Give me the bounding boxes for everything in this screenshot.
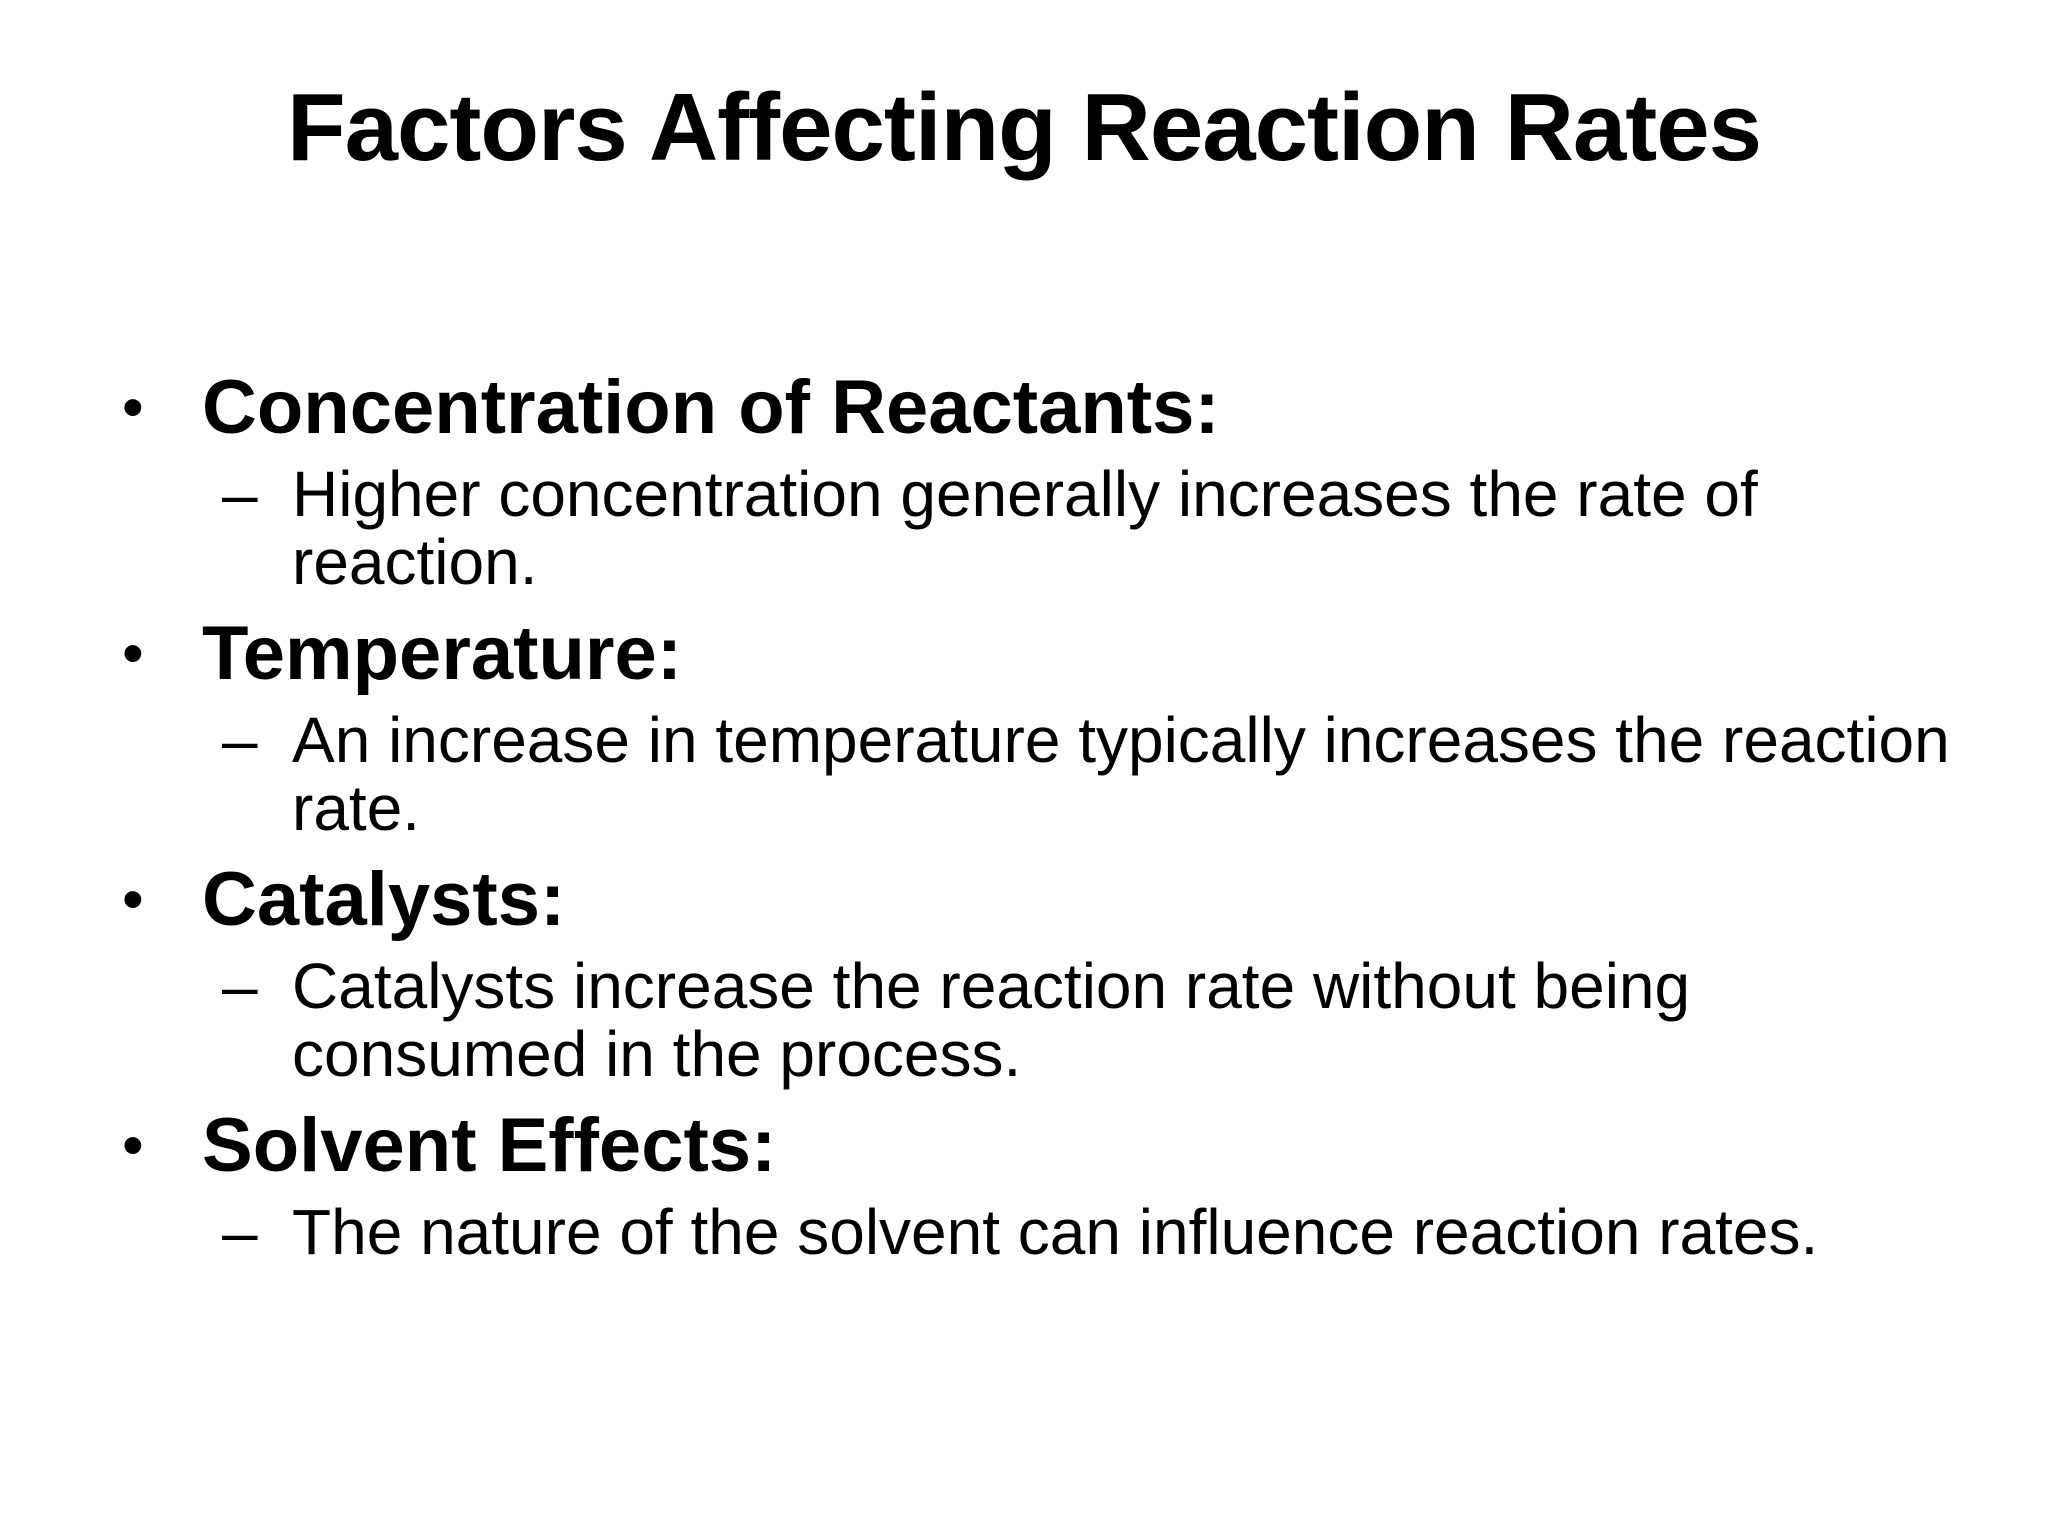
bullet-list: • Concentration of Reactants: – Higher c… xyxy=(122,360,1982,1276)
bullet-row: • Temperature: xyxy=(122,606,1982,706)
sub-bullet-dash-icon: – xyxy=(222,704,258,776)
slide-title: Factors Affecting Reaction Rates xyxy=(286,74,1762,181)
sub-bullet-text: Catalysts increase the reaction rate wit… xyxy=(292,950,1691,1090)
bullet-item-concentration: • Concentration of Reactants: – Higher c… xyxy=(122,360,1982,597)
bullet-dot-icon: • xyxy=(122,619,144,688)
sub-bullet-dash-icon: – xyxy=(222,458,258,530)
bullet-heading: Solvent Effects: xyxy=(202,1103,777,1188)
bullet-heading: Temperature: xyxy=(202,611,683,696)
sub-bullet: – Higher concentration generally increas… xyxy=(122,460,1982,596)
sub-bullet-text: Higher concentration generally increases… xyxy=(292,458,1758,598)
sub-bullet-text: The nature of the solvent can influence … xyxy=(292,1196,1819,1268)
sub-bullet-text: An increase in temperature typically inc… xyxy=(292,704,1950,844)
sub-bullet: – The nature of the solvent can influenc… xyxy=(122,1198,1982,1266)
bullet-dot-icon: • xyxy=(122,865,144,934)
bullet-heading: Concentration of Reactants: xyxy=(202,365,1220,450)
sub-bullet: – Catalysts increase the reaction rate w… xyxy=(122,952,1982,1088)
bullet-row: • Solvent Effects: xyxy=(122,1098,1982,1198)
bullet-dot-icon: • xyxy=(122,373,144,442)
sub-bullet: – An increase in temperature typically i… xyxy=(122,706,1982,842)
bullet-item-solvent-effects: • Solvent Effects: – The nature of the s… xyxy=(122,1098,1982,1267)
sub-bullet-dash-icon: – xyxy=(222,1196,258,1268)
sub-bullet-dash-icon: – xyxy=(222,950,258,1022)
bullet-dot-icon: • xyxy=(122,1111,144,1180)
bullet-row: • Concentration of Reactants: xyxy=(122,360,1982,460)
bullet-item-catalysts: • Catalysts: – Catalysts increase the re… xyxy=(122,852,1982,1089)
bullet-heading: Catalysts: xyxy=(202,857,566,942)
bullet-item-temperature: • Temperature: – An increase in temperat… xyxy=(122,606,1982,843)
bullet-row: • Catalysts: xyxy=(122,852,1982,952)
